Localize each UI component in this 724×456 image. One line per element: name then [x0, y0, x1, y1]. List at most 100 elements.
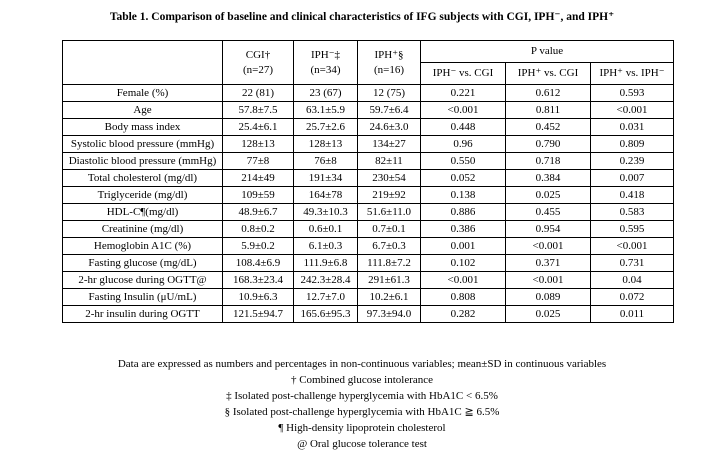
- row-label: Creatinine (mg/dl): [62, 220, 223, 238]
- table-row: Systolic blood pressure (mmHg) 128±13 128±…: [62, 135, 675, 153]
- cell: 165.6±95.3: [293, 305, 358, 323]
- cell: 0.025: [505, 186, 591, 204]
- table-row: HDL-C¶(mg/dl) 48.9±6.7 49.3±10.3 51.6±11.0 0…: [62, 203, 675, 221]
- cell: 24.6±3.0: [357, 118, 421, 136]
- cell: 0.612: [505, 84, 591, 102]
- cell: 121.5±94.7: [222, 305, 294, 323]
- cell: 77±8: [222, 152, 294, 170]
- cell: 0.954: [505, 220, 591, 238]
- cell: 109±59: [222, 186, 294, 204]
- table-row: Total cholesterol (mg/dl) 214±49 191±34 230…: [62, 169, 675, 187]
- header-row: CGI† (n=27) IPH⁻‡ (n=34) IPH⁺§ (n=16) P value: [62, 40, 675, 85]
- group-name: CGI†: [245, 48, 271, 61]
- table-row: Triglyceride (mg/dl) 109±59 164±78 219±92 0.…: [62, 186, 675, 204]
- cell: 0.96: [420, 135, 506, 153]
- cell: 111.9±6.8: [293, 254, 358, 272]
- cell: <0.001: [505, 271, 591, 289]
- cell: 5.9±0.2: [222, 237, 294, 255]
- cell: 0.001: [420, 237, 506, 255]
- group-header: IPH⁺§ (n=16): [357, 40, 421, 85]
- footnotes: Data are expressed as numbers and percen…: [0, 356, 724, 452]
- cell: 25.7±2.6: [293, 118, 358, 136]
- cell: 0.583: [589, 203, 675, 221]
- row-label: HDL-C¶(mg/dl): [62, 203, 223, 221]
- cell: 191±34: [293, 169, 358, 187]
- cell: 0.886: [420, 203, 506, 221]
- row-label: Age: [62, 101, 223, 119]
- group-name: IPH⁺§: [374, 48, 404, 61]
- cell: 168.3±23.4: [222, 271, 294, 289]
- cell: 0.6±0.1: [293, 220, 358, 238]
- cell: 76±8: [293, 152, 358, 170]
- table-row: Fasting Insulin (μU/mL) 10.9±6.3 12.7±7.0 1…: [62, 288, 675, 306]
- cell: 111.8±7.2: [357, 254, 421, 272]
- row-label: 2-hr glucose during OGTT@: [62, 271, 223, 289]
- cell: <0.001: [505, 237, 591, 255]
- cell: 214±49: [222, 169, 294, 187]
- cell: 0.809: [589, 135, 675, 153]
- table-row: Creatinine (mg/dl) 0.8±0.2 0.6±0.1 0.7±0.1 0…: [62, 220, 675, 238]
- cell: 6.1±0.3: [293, 237, 358, 255]
- row-label: Total cholesterol (mg/dl): [62, 169, 223, 187]
- cell: <0.001: [420, 271, 506, 289]
- cell: 0.550: [420, 152, 506, 170]
- table-row: Female (%) 22 (81) 23 (67) 12 (75) 0.221 0.61…: [62, 84, 675, 102]
- cell: 0.031: [589, 118, 675, 136]
- cell: 59.7±6.4: [357, 101, 421, 119]
- row-label: Diastolic blood pressure (mmHg): [62, 152, 223, 170]
- cell: 6.7±0.3: [357, 237, 421, 255]
- cell: 82±11: [357, 152, 421, 170]
- group-name: IPH⁻‡: [310, 48, 341, 61]
- cell: 0.007: [589, 169, 675, 187]
- cell: 0.731: [589, 254, 675, 272]
- cell: 0.089: [505, 288, 591, 306]
- row-label: Fasting glucose (mg/dL): [62, 254, 223, 272]
- cell: 230±54: [357, 169, 421, 187]
- table-row: Body mass index 25.4±6.1 25.7±2.6 24.6±3.0 0…: [62, 118, 675, 136]
- cell: 128±13: [293, 135, 358, 153]
- group-size: (n=34): [310, 63, 341, 76]
- cell: 0.072: [589, 288, 675, 306]
- cell: 242.3±28.4: [293, 271, 358, 289]
- cell: 63.1±5.9: [293, 101, 358, 119]
- cell: 128±13: [222, 135, 294, 153]
- cell: 0.04: [589, 271, 675, 289]
- footnote: § Isolated post-challenge hyperglycemia …: [224, 406, 500, 418]
- footnote: † Combined glucose intolerance: [290, 374, 434, 386]
- table-row: 2-hr insulin during OGTT 121.5±94.7 165.6±…: [62, 305, 675, 323]
- cell: 0.595: [589, 220, 675, 238]
- cell: 0.455: [505, 203, 591, 221]
- cell: 57.8±7.5: [222, 101, 294, 119]
- cell: 164±78: [293, 186, 358, 204]
- table-row: 2-hr glucose during OGTT@ 168.3±23.4 242.3…: [62, 271, 675, 289]
- p-column-header: IPH⁺ vs. IPH⁻: [589, 62, 675, 85]
- cell: 134±27: [357, 135, 421, 153]
- row-label: Hemoglobin A1C (%): [62, 237, 223, 255]
- table-row: Diastolic blood pressure (mmHg) 77±8 76±8 8…: [62, 152, 675, 170]
- cell: 97.3±94.0: [357, 305, 421, 323]
- group-header: IPH⁻‡ (n=34): [293, 40, 358, 85]
- cell: 0.282: [420, 305, 506, 323]
- cell: 12.7±7.0: [293, 288, 358, 306]
- row-label: Fasting Insulin (μU/mL): [62, 288, 223, 306]
- cell: 219±92: [357, 186, 421, 204]
- cell: 10.9±6.3: [222, 288, 294, 306]
- footnote: Data are expressed as numbers and percen…: [117, 358, 607, 370]
- table-row: Hemoglobin A1C (%) 5.9±0.2 6.1±0.3 6.7±0.3 0…: [62, 237, 675, 255]
- cell: 0.448: [420, 118, 506, 136]
- row-label: 2-hr insulin during OGTT: [62, 305, 223, 323]
- p-column-header: IPH⁺ vs. CGI: [505, 62, 591, 85]
- cell: 0.221: [420, 84, 506, 102]
- table-row: Fasting glucose (mg/dL) 108.4±6.9 111.9±6.…: [62, 254, 675, 272]
- row-label: Triglyceride (mg/dl): [62, 186, 223, 204]
- footnote: ‡ Isolated post-challenge hyperglycemia …: [226, 390, 498, 402]
- cell: 0.790: [505, 135, 591, 153]
- cell: 25.4±6.1: [222, 118, 294, 136]
- cell: 0.025: [505, 305, 591, 323]
- cell: <0.001: [420, 101, 506, 119]
- cell: 0.239: [589, 152, 675, 170]
- cell: 0.593: [589, 84, 675, 102]
- cell: 0.418: [589, 186, 675, 204]
- row-label: Body mass index: [62, 118, 223, 136]
